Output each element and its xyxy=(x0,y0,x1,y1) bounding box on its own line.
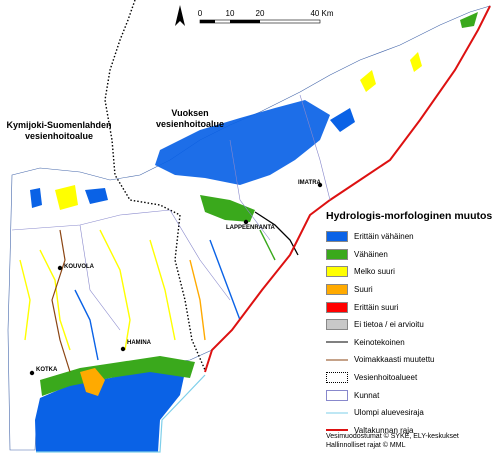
legend-swatch xyxy=(326,301,348,313)
legend-title: Hydrologis-morfologinen muutos xyxy=(326,210,493,222)
sea-area xyxy=(35,370,185,452)
town-label-lappeenranta: LAPPEENRANTA xyxy=(226,225,275,231)
legend-swatch xyxy=(326,266,348,278)
municipal-borders xyxy=(11,94,331,331)
legend-outline-box xyxy=(326,389,348,401)
legend-items: Erittäin vähäinen Vähäinen Melko suuri Suur… xyxy=(326,228,498,439)
legend-item: Erittäin vähäinen xyxy=(326,228,498,246)
legend-label: Melko suuri xyxy=(354,267,395,277)
legend-label: Erittäin vähäinen xyxy=(354,232,414,242)
legend-line-symbol xyxy=(326,337,348,348)
legend-label: Vesienhoitoalueet xyxy=(354,373,418,383)
town-dot-lappeenranta xyxy=(243,219,249,225)
legend-item: Melko suuri xyxy=(326,263,498,281)
legend-swatch xyxy=(326,248,348,260)
legend-item: Ei tietoa / ei arvioitu xyxy=(326,316,498,334)
legend-label: Ei tietoa / ei arvioitu xyxy=(354,320,424,330)
legend-label: Valtakunnan raja xyxy=(354,425,414,435)
modified-river xyxy=(51,229,71,373)
legend-label: Suuri xyxy=(354,285,373,295)
north-arrow-icon xyxy=(175,5,185,26)
legend-item: Suuri xyxy=(326,281,498,299)
legend-line-symbol xyxy=(326,425,348,436)
credits: Vesimuodostumat © SYKE, ELY-keskukset Ha… xyxy=(326,432,459,450)
legend-swatch xyxy=(326,231,348,243)
scale-tick-0: 0 xyxy=(198,9,203,18)
legend-line-symbol xyxy=(326,354,348,365)
legend-label: Kunnat xyxy=(354,390,380,400)
town-label-kouvola: KOUVOLA xyxy=(64,264,94,270)
legend-line-symbol xyxy=(326,407,348,418)
scale-tick-40: 40 Km xyxy=(310,9,333,18)
green-top xyxy=(460,12,478,28)
rivers xyxy=(19,229,276,361)
legend-label: Keinotekoinen xyxy=(354,337,405,347)
legend-item: Vesienhoitoalueet xyxy=(326,369,498,387)
town-dot-kotka xyxy=(29,370,35,376)
credit-line-mml: Hallinnolliset rajat © MML xyxy=(326,442,406,449)
legend-item: Keinotekoinen xyxy=(326,334,498,352)
lakes-north xyxy=(155,100,330,185)
town-dot-imatra xyxy=(317,182,323,188)
legend-item: Kunnat xyxy=(326,386,498,404)
legend-label: Ulompi aluevesiraja xyxy=(354,408,424,418)
scale-bar: 0 10 20 40 Km xyxy=(198,9,334,24)
area-label-kymijoki: Kymijoki-Suomenlahden vesienhoitoalue xyxy=(6,120,112,141)
town-dot-kouvola xyxy=(57,265,63,271)
town-label-imatra: IMATRA xyxy=(298,180,321,186)
town-label-hamina: HAMINA xyxy=(127,340,151,346)
scale-tick-10: 10 xyxy=(226,9,235,18)
coastal-band xyxy=(40,356,195,396)
lakes-south xyxy=(200,195,255,222)
legend: Hydrologis-morfologinen muutos Erittäin … xyxy=(326,210,498,439)
scale-tick-20: 20 xyxy=(256,9,265,18)
legend-item: Ulompi aluevesiraja xyxy=(326,404,498,422)
legend-swatch xyxy=(326,284,348,296)
legend-dotted-box xyxy=(326,372,348,384)
credit-line-syke: Vesimuodostumat © SYKE, ELY-keskukset xyxy=(326,433,459,440)
legend-item: Vähäinen xyxy=(326,246,498,264)
legend-item: Valtakunnan raja xyxy=(326,422,498,440)
legend-label: Voimakkaasti muutettu xyxy=(354,355,435,365)
outer-territorial-line xyxy=(36,374,206,453)
area-label-vuoksi: Vuoksen vesienhoitoalue xyxy=(155,108,225,129)
legend-item: Voimakkaasti muutettu xyxy=(326,351,498,369)
legend-label: Vähäinen xyxy=(354,249,388,259)
town-markers xyxy=(29,182,323,376)
town-label-kotka: KOTKA xyxy=(36,367,58,373)
legend-swatch xyxy=(326,319,348,331)
kotka-orange xyxy=(80,368,105,396)
legend-item: Erittäin suuri xyxy=(326,298,498,316)
legend-label: Erittäin suuri xyxy=(354,302,399,312)
town-dot-hamina xyxy=(120,346,126,352)
